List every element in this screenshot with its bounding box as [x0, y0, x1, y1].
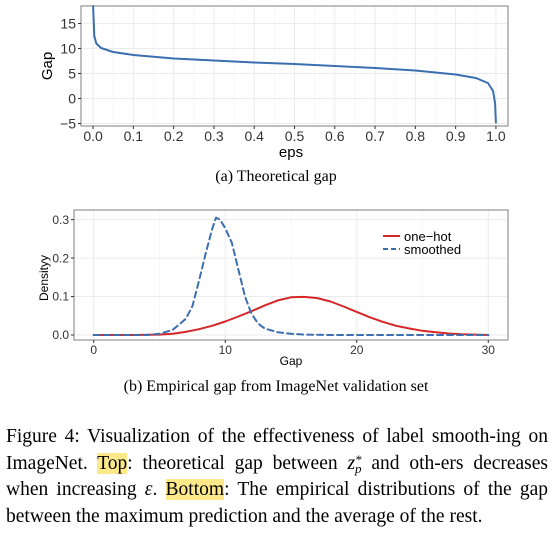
top-x-ticks: 0.0 0.1 0.2 0.3 0.4 0.5 0.6 0.7 0.8 0.9 1.0: [83, 126, 506, 144]
top-x-axis-label: eps: [279, 144, 303, 161]
caption-math-scripts: * p: [355, 451, 362, 476]
bottom-lines: [92, 216, 490, 336]
bot-series-onehot-line: [92, 295, 490, 336]
bot-series-smoothed-line: [92, 216, 490, 336]
top-lines: [92, 5, 497, 124]
caption-part-4: .: [152, 479, 166, 500]
bottom-y-ticks: 0.0 0.1 0.2 0.3: [52, 213, 74, 342]
top-x-tick-label: 0.4: [244, 128, 264, 144]
bottom-plot-frame: [73, 209, 509, 341]
top-x-tick-label: 0.3: [204, 128, 224, 144]
top-x-tick-label: 0.6: [325, 128, 345, 144]
top-x-tick-label: 0.9: [446, 128, 466, 144]
legend-label-smoothed: smoothed: [404, 242, 461, 257]
bot-x-tick-label: 10: [219, 343, 233, 357]
top-grid: [81, 6, 508, 126]
top-y-axis-label: Gap: [39, 52, 56, 80]
caption-math-sub: p: [355, 460, 362, 476]
top-x-tick-label: 0.7: [365, 128, 385, 144]
caption-highlight-bottom: Bottom: [165, 479, 225, 500]
top-y-tick-label: 10: [60, 40, 76, 56]
top-x-tick-label: 1.0: [486, 128, 506, 144]
caption-part-1: Figure 4: Visualization of the effective…: [6, 426, 548, 474]
top-x-tick-label: 0.5: [285, 128, 305, 144]
caption-part-2: : theoretical gap between: [127, 452, 348, 474]
caption-math-z: z: [347, 452, 356, 474]
bot-y-tick-label: 0.1: [52, 290, 69, 304]
caption-math-epsilon: ε: [144, 479, 153, 500]
caption-highlight-top: Top: [97, 452, 128, 474]
legend-label-one-hot: one−hot: [404, 229, 452, 244]
bot-x-tick-label: 0: [90, 343, 97, 357]
top-y-tick-label: 0: [68, 90, 76, 106]
bot-y-tick-label: 0.3: [52, 213, 69, 227]
empirical-gap-chart: 0 10 20 30 0.0 0.1 0.2 0.3 one−hot smoothed Ga…: [37, 209, 509, 368]
top-y-ticks: −5 0 5 10 15: [60, 15, 81, 131]
bottom-grid: [74, 210, 508, 340]
theoretical-gap-chart: 0.0 0.1 0.2 0.3 0.4 0.5 0.6 0.7 0.8 0.9 1.0 −5 0 5 10…: [39, 5, 509, 161]
top-x-tick-label: 0.2: [164, 128, 184, 144]
caption-math-sup: *: [355, 451, 362, 467]
top-x-tick-label: 0.1: [124, 128, 144, 144]
bottom-x-ticks: 0 10 20 30: [90, 340, 495, 357]
bot-x-tick-label: 20: [350, 343, 364, 357]
caption-part-3: and oth-ers decreases when increasing: [6, 452, 549, 501]
bottom-chart-caption: (b) Empirical gap from ImageNet validati…: [123, 378, 429, 395]
figure-caption: Figure 4: Visualization of the effective…: [6, 424, 548, 530]
bottom-y-axis-label: Densityy: [37, 255, 51, 301]
top-y-tick-label: 15: [60, 15, 76, 31]
top-series-0-line: [92, 5, 497, 124]
bot-y-tick-label: 0.0: [52, 328, 69, 342]
top-y-tick-label: 5: [68, 65, 76, 81]
bot-x-tick-label: 30: [482, 343, 496, 357]
top-x-tick-label: 0.8: [406, 128, 426, 144]
bot-y-tick-label: 0.2: [52, 251, 69, 265]
top-x-tick-label: 0.0: [83, 128, 103, 144]
legend: one−hot smoothed: [383, 229, 461, 257]
top-chart-caption: (a) Theoretical gap: [215, 168, 337, 185]
top-y-tick-label: −5: [60, 115, 76, 131]
caption-part-5: : The empirical distributions of the gap…: [6, 479, 549, 527]
bottom-x-axis-label: Gap: [280, 354, 303, 368]
